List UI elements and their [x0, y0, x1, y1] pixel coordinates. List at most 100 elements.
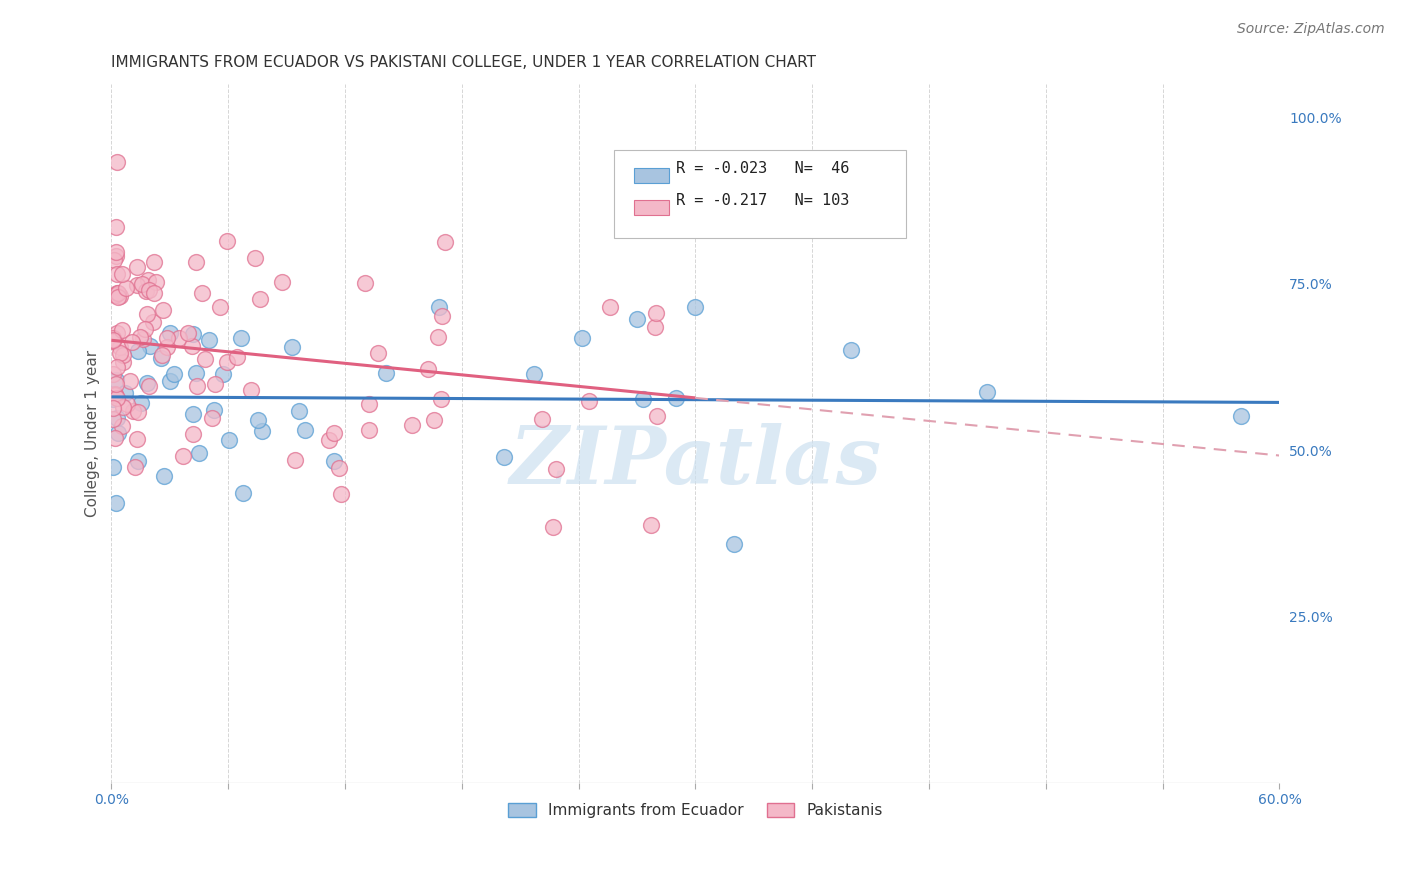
Point	[723, 537, 745, 551]
Point	[225, 350, 247, 364]
Point	[430, 392, 453, 407]
Point	[121, 334, 143, 349]
Point	[245, 251, 267, 265]
Point	[181, 339, 204, 353]
Point	[159, 375, 181, 389]
Point	[374, 367, 396, 381]
Point	[284, 452, 307, 467]
Point	[249, 292, 271, 306]
Point	[136, 376, 159, 390]
Point	[271, 275, 294, 289]
Point	[599, 300, 621, 314]
Point	[104, 377, 127, 392]
Point	[976, 385, 998, 400]
Point	[215, 355, 238, 369]
Point	[288, 404, 311, 418]
Legend: Immigrants from Ecuador, Pakistanis: Immigrants from Ecuador, Pakistanis	[502, 797, 889, 824]
Point	[544, 462, 567, 476]
Point	[103, 460, 125, 475]
Point	[839, 343, 862, 357]
Point	[183, 327, 205, 342]
Text: Source: ZipAtlas.com: Source: ZipAtlas.com	[1237, 22, 1385, 37]
Point	[107, 360, 129, 375]
Point	[427, 300, 450, 314]
Point	[128, 330, 150, 344]
Point	[103, 330, 125, 344]
Point	[105, 245, 128, 260]
Point	[142, 315, 165, 329]
Point	[107, 425, 129, 440]
Point	[645, 306, 668, 320]
Point	[204, 376, 226, 391]
Point	[145, 275, 167, 289]
Point	[367, 346, 389, 360]
Point	[626, 311, 648, 326]
Point	[329, 487, 352, 501]
Point	[631, 392, 654, 407]
Point	[250, 425, 273, 439]
Point	[105, 286, 128, 301]
Point	[108, 340, 131, 354]
Point	[209, 300, 232, 314]
Point	[322, 426, 344, 441]
Point	[115, 281, 138, 295]
Point	[105, 392, 128, 406]
Point	[644, 320, 666, 334]
Point	[111, 268, 134, 282]
Point	[423, 413, 446, 427]
Point	[212, 368, 235, 382]
Point	[103, 367, 125, 381]
Point	[105, 373, 128, 387]
Point	[492, 450, 515, 464]
Point	[149, 351, 172, 365]
Point	[125, 260, 148, 275]
Point	[108, 289, 131, 303]
Point	[186, 255, 208, 269]
Point	[104, 388, 127, 402]
Point	[143, 255, 166, 269]
Point	[240, 383, 263, 397]
Point	[122, 404, 145, 418]
Point	[105, 155, 128, 169]
Point	[138, 378, 160, 392]
Point	[177, 326, 200, 340]
Point	[541, 520, 564, 534]
Point	[134, 322, 156, 336]
Point	[201, 410, 224, 425]
Point	[103, 334, 125, 348]
Point	[215, 234, 238, 248]
Point	[188, 445, 211, 459]
Text: ZIPatlas: ZIPatlas	[509, 423, 882, 500]
Point	[127, 343, 149, 358]
Point	[229, 331, 252, 345]
Point	[246, 413, 269, 427]
Point	[150, 348, 173, 362]
Point	[152, 469, 174, 483]
Point	[132, 332, 155, 346]
Point	[190, 286, 212, 301]
Point	[103, 252, 125, 267]
Point	[181, 408, 204, 422]
Point	[156, 340, 179, 354]
Point	[571, 331, 593, 345]
Point	[111, 400, 134, 414]
Bar	[634, 200, 669, 215]
Point	[359, 423, 381, 437]
Point	[138, 273, 160, 287]
Point	[114, 386, 136, 401]
Point	[202, 402, 225, 417]
Point	[107, 285, 129, 300]
Point	[531, 412, 554, 426]
Point	[138, 283, 160, 297]
Point	[105, 267, 128, 281]
Point	[418, 361, 440, 376]
Point	[685, 300, 707, 314]
Point	[135, 284, 157, 298]
Point	[105, 326, 128, 340]
Point	[186, 379, 208, 393]
Point	[218, 434, 240, 448]
Point	[354, 277, 377, 291]
Point	[104, 288, 127, 302]
Point	[111, 348, 134, 362]
Point	[111, 323, 134, 337]
